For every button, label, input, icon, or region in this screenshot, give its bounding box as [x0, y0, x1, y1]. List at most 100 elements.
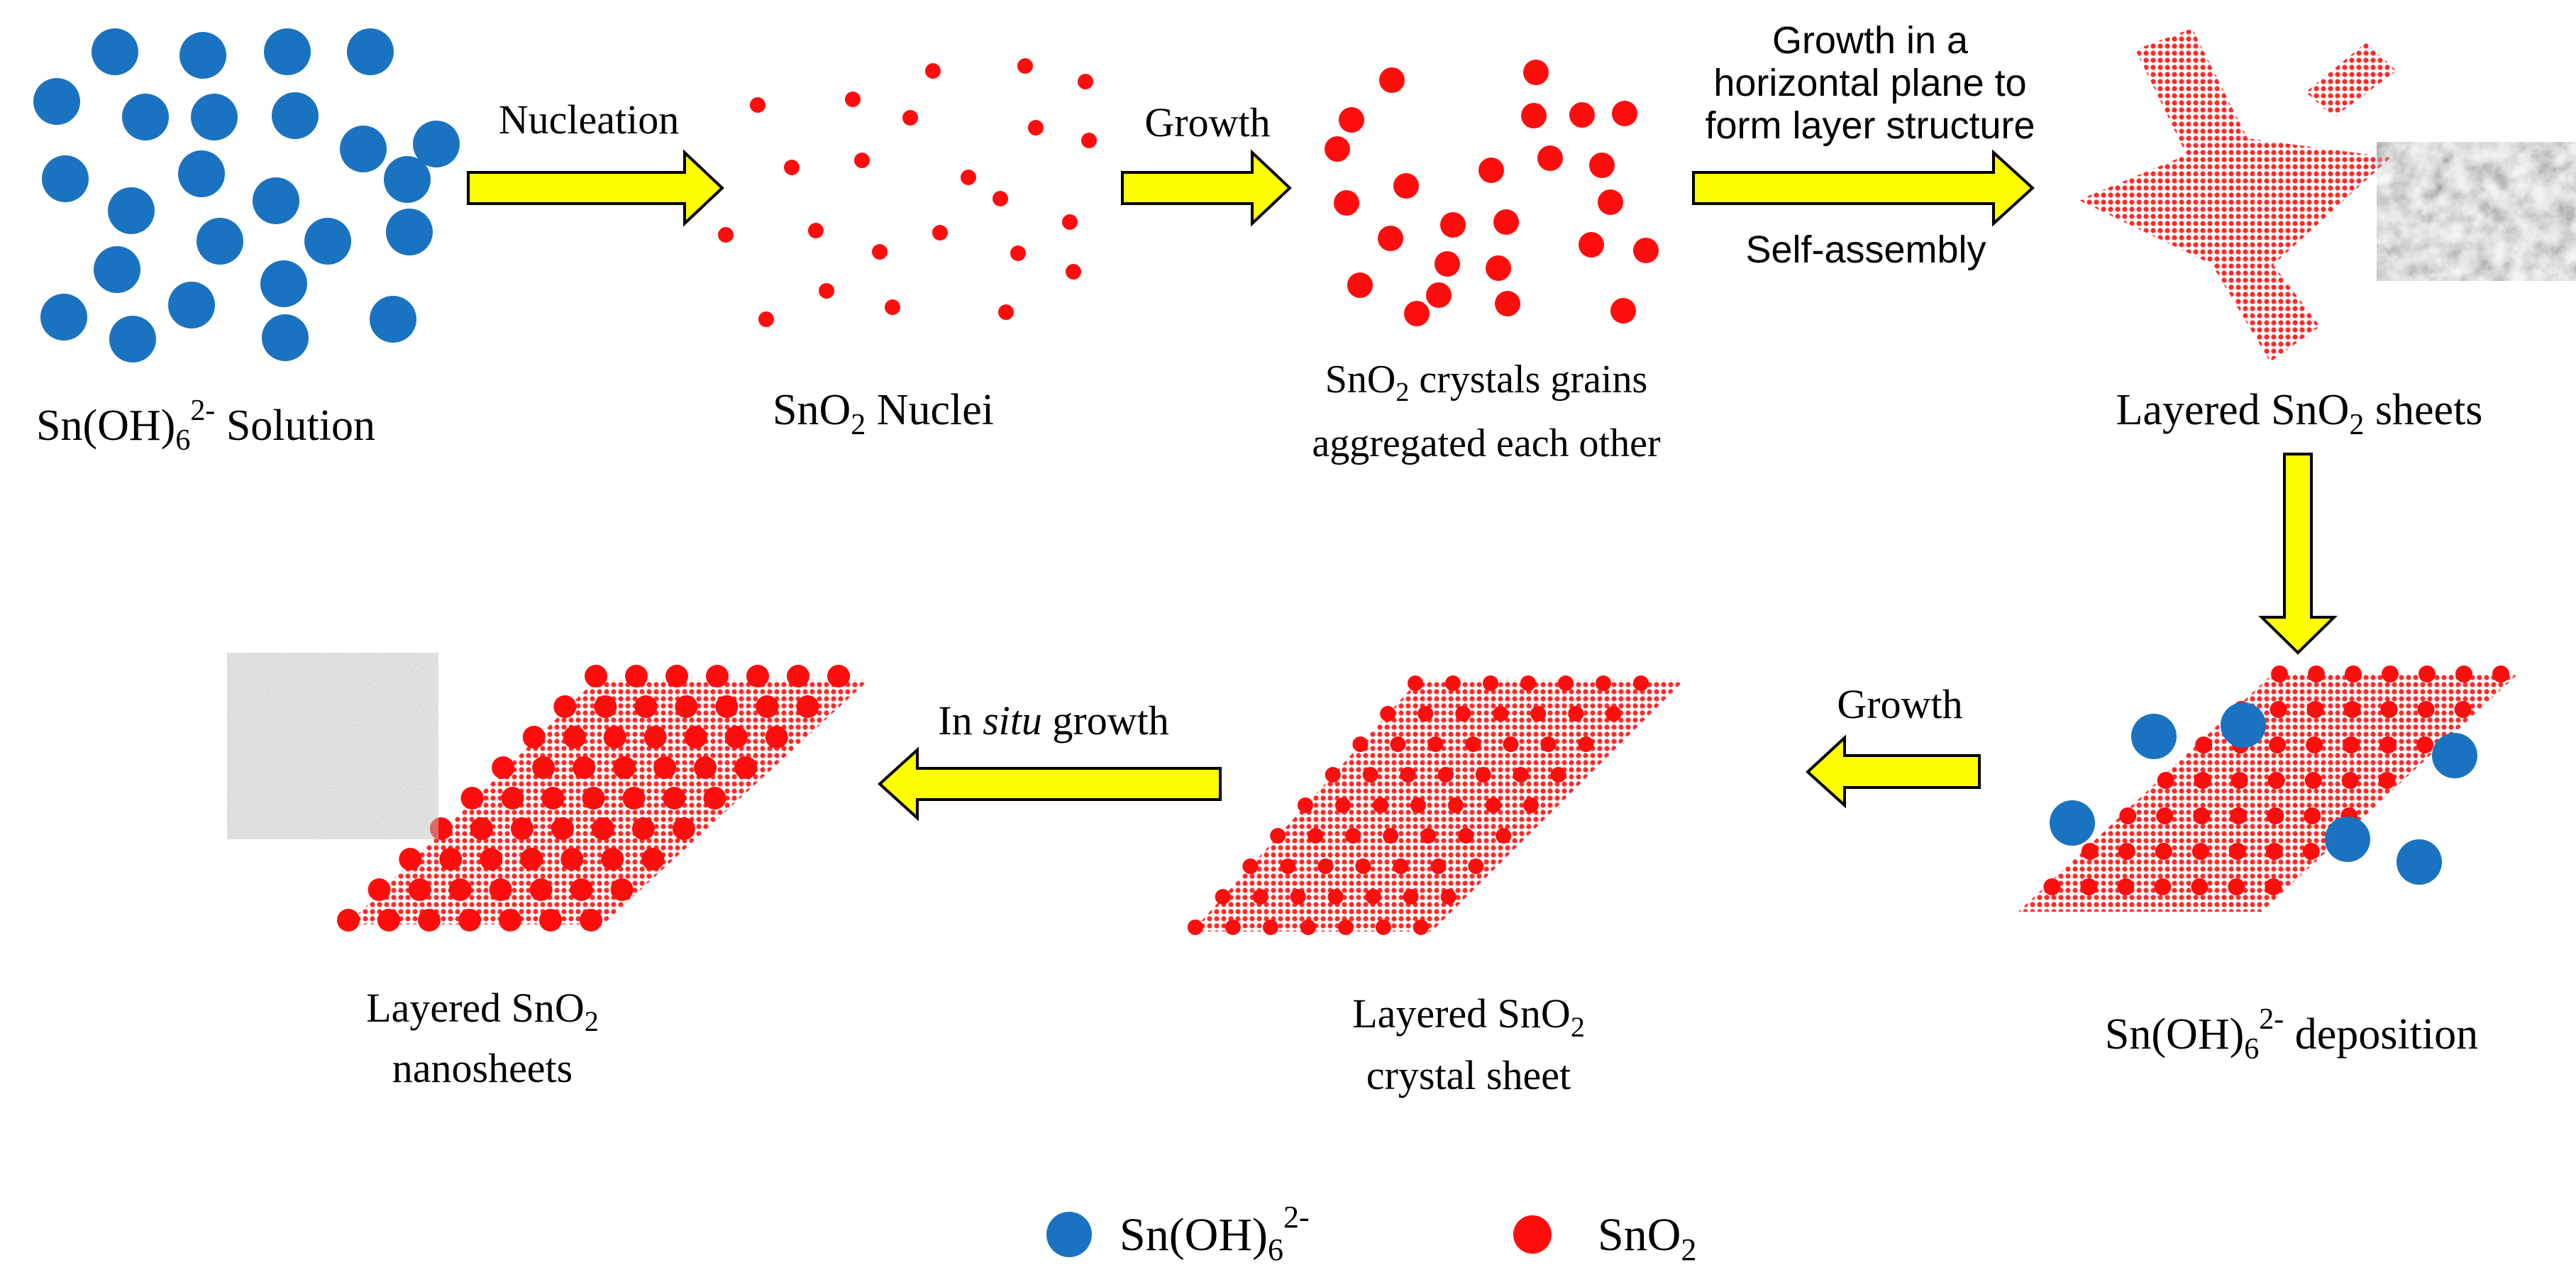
snoh6-particle [2325, 817, 2370, 862]
sno2-dot [553, 695, 577, 718]
sno2-dot [499, 909, 522, 932]
sno2-dot [1483, 675, 1498, 691]
sno2-dot [399, 848, 422, 871]
sno2-dot [1187, 919, 1203, 935]
sno2-nucleus [845, 92, 861, 107]
legend-sno2-label: SnO2 [1598, 1209, 1696, 1267]
sno2-grain [1612, 101, 1637, 126]
sno2-dot [1596, 675, 1611, 691]
sno2-dot [694, 756, 717, 779]
nanosheets-label-line2: nanosheets [392, 1045, 573, 1091]
self-assembly-arrow [1692, 149, 2035, 227]
sno2-dot [448, 878, 472, 901]
sno2-dot [1297, 797, 1313, 813]
sno2-dot [1605, 706, 1622, 722]
sno2-nucleus [1078, 74, 1093, 89]
sno2-dot [1352, 736, 1369, 752]
legend-snoh6-label: Sn(OH)62- [1120, 1200, 1310, 1267]
sno2-dot [560, 848, 584, 871]
sno2-grain [1478, 158, 1504, 183]
sno2-dot [2343, 701, 2361, 718]
sno2-dot [2230, 772, 2248, 789]
sno2-dot [2193, 807, 2211, 824]
sno2-dot [460, 787, 484, 809]
sno2-dot [529, 878, 553, 901]
sno2-dot [1252, 889, 1268, 905]
grains-label-line2: aggregated each other [1312, 421, 1661, 465]
sno2-grain [1426, 282, 1452, 308]
sno2-dot [665, 665, 688, 687]
snoh6-particle [272, 92, 319, 139]
sno2-grain [1598, 189, 1623, 215]
sno2-nucleus [925, 63, 941, 79]
sno2-dot [1430, 858, 1447, 874]
sno2-nucleus [961, 170, 976, 185]
snoh6-particle [122, 94, 169, 140]
sno2-dot [439, 848, 463, 871]
snoh6-particle [304, 218, 351, 265]
sno2-dot [724, 726, 748, 748]
sno2-dot [1465, 736, 1481, 752]
sno2-grain [1378, 226, 1403, 251]
sno2-dot [458, 909, 482, 932]
sno2-dot [582, 787, 605, 809]
sno2-dot [522, 726, 546, 748]
sno2-dot [1393, 858, 1409, 874]
snoh6-particle [340, 126, 387, 172]
sno2-dot [1383, 828, 1399, 844]
sno2-grain [1493, 209, 1519, 235]
sno2-dot [573, 756, 596, 779]
snoh6-particle [260, 260, 307, 307]
sno2-nucleus [718, 227, 734, 243]
snoh6-particle [384, 156, 431, 203]
sno2-dot [563, 726, 586, 748]
sno2-dot [1522, 797, 1539, 813]
sno2-dot [532, 756, 555, 779]
sno2-dot [634, 695, 658, 718]
sno2-dot [2382, 665, 2399, 683]
sno2-dot [2417, 701, 2435, 718]
sno2-dot [1225, 919, 1241, 935]
sno2-grain [1404, 301, 1430, 326]
sno2-dot [715, 695, 739, 718]
sno2-dot [622, 787, 646, 809]
sno2-grain [1569, 102, 1595, 128]
nuclei-particles [718, 58, 1097, 327]
sno2-dot [1568, 706, 1584, 722]
deposition-sheet-fill [2018, 674, 2518, 912]
sno2-nucleus [750, 97, 765, 113]
sno2-dot [1493, 706, 1509, 722]
sno2-grain [1537, 145, 1563, 171]
snoh6-particle [178, 150, 225, 197]
sno2-dot [601, 848, 624, 871]
sno2-dot [2117, 878, 2135, 895]
sno2-dot [1362, 767, 1378, 783]
deposition-label: Sn(OH)62- deposition [2105, 1003, 2478, 1066]
sno2-grain [1521, 103, 1547, 128]
sno2-dot [2379, 736, 2397, 753]
sno2-dot [591, 817, 614, 840]
sno2-nucleus [1081, 133, 1097, 148]
sno2-dot [1550, 767, 1566, 783]
legend-snoh6-marker [1046, 1212, 1092, 1257]
sno2-dot [2230, 807, 2248, 824]
sno2-dot [2154, 878, 2172, 895]
sno2-dot [2267, 772, 2285, 789]
sno2-dot [2345, 665, 2362, 683]
growth-label-2: Growth [1837, 681, 1962, 727]
crystal-sheet-dots [1187, 675, 1649, 935]
growth-arrow-1 [1121, 149, 1292, 227]
sno2-dot [2419, 665, 2436, 683]
sno2-dot [1242, 858, 1259, 874]
sno2-dot [1513, 767, 1529, 783]
growth-label-1: Growth [1144, 99, 1270, 145]
sno2-grain [1347, 272, 1373, 298]
sno2-grain [1393, 173, 1419, 199]
sno2-dot [2119, 807, 2137, 824]
sno2-dot [594, 695, 617, 718]
snoh6-particle [413, 121, 460, 167]
sno2-dot [1440, 889, 1456, 905]
sno2-dot [541, 787, 565, 809]
snoh6-particle [168, 282, 215, 328]
